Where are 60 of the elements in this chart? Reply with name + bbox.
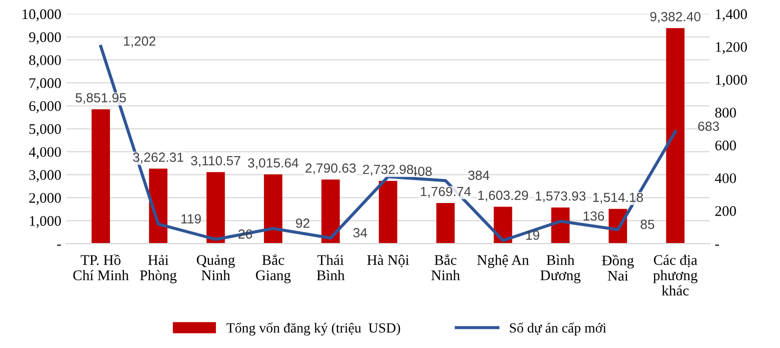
data-label: 3,262.31 xyxy=(133,152,184,164)
data-label: 3,110.57 xyxy=(190,156,240,167)
y2-tick-label: 800 xyxy=(715,108,736,118)
data-label: 34 xyxy=(353,228,368,238)
bar xyxy=(264,174,282,244)
x-tick-label: Nghệ An xyxy=(477,254,529,268)
data-label: 85 xyxy=(640,220,654,230)
bar xyxy=(551,207,570,244)
y-tick-label: 1,000 xyxy=(30,216,61,228)
y-tick-label: 6,000 xyxy=(29,101,61,114)
y-tick-label: 2,000 xyxy=(29,193,61,205)
data-label: 1,603.29 xyxy=(478,190,528,202)
x-tick-label: Bắc Ninh xyxy=(431,254,460,280)
x-tick-label: Quảng Ninh xyxy=(196,254,235,280)
y-tick-label: 4,000 xyxy=(28,147,61,160)
y2-tick-label: 1,000 xyxy=(716,74,747,87)
data-label: 1,514.18 xyxy=(593,192,643,204)
y2-tick-label: - xyxy=(715,244,719,246)
data-label: 136 xyxy=(584,211,604,221)
x-tick-label: Các địa phương khác xyxy=(653,254,698,296)
data-label: 683 xyxy=(698,122,719,131)
data-label: 1,202 xyxy=(124,36,156,48)
data-label: 119 xyxy=(181,214,201,224)
data-label: 384 xyxy=(468,170,490,180)
x-tick-label: Hải Phòng xyxy=(140,254,177,284)
x-tick-label: Bắc Giang xyxy=(256,254,291,284)
y2-tick-label: 1,400 xyxy=(716,9,747,22)
data-label: 92 xyxy=(296,218,310,228)
y-tick-label: 8,000 xyxy=(29,55,61,68)
data-label: 1,573.93 xyxy=(536,191,586,202)
y-tick-label: 10,000 xyxy=(22,9,61,22)
bar xyxy=(436,202,455,244)
bar xyxy=(149,168,168,244)
x-tick-label: Đồng Nai xyxy=(602,254,634,281)
y-tick-label: 7,000 xyxy=(30,78,61,90)
data-label: 19 xyxy=(526,230,540,240)
x-tick-label: TP. Hồ Chí Minh xyxy=(73,254,129,280)
y2-tick-label: 400 xyxy=(714,173,736,184)
y2-tick-label: 600 xyxy=(715,140,736,150)
y-tick-label: 9,000 xyxy=(29,32,61,44)
bar xyxy=(378,180,398,244)
data-label: 2,790.63 xyxy=(306,163,356,174)
bar xyxy=(92,109,110,244)
data-label: 1,769.74 xyxy=(420,186,471,198)
bar xyxy=(666,28,685,244)
x-tick-label: Bình Dương xyxy=(540,254,581,284)
data-label: 5,851.95 xyxy=(76,93,126,104)
x-tick-label: Hà Nội xyxy=(367,254,410,268)
legend-label: Tổng vốn đăng ký (triệu USD) xyxy=(226,322,400,336)
y-tick-label: 3,000 xyxy=(29,170,61,182)
bar xyxy=(206,172,225,244)
y-tick-label: 5,000 xyxy=(29,124,61,136)
legend-label: Số dự án cấp mới xyxy=(510,322,606,336)
y-tick-label: - xyxy=(57,244,61,246)
y2-tick-label: 1,200 xyxy=(716,42,747,54)
y2-tick-label: 200 xyxy=(715,206,736,216)
data-label: 3,015.64 xyxy=(248,158,298,170)
data-label: 9,382.40 xyxy=(650,12,700,23)
bar xyxy=(321,180,340,244)
x-tick-label: Thái Bình xyxy=(316,254,345,280)
